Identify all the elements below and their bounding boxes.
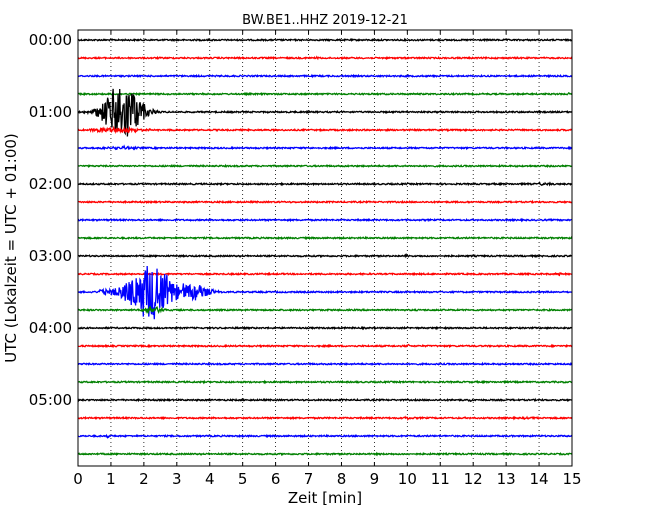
x-tick-label: 9 (370, 470, 380, 488)
y-tick-label: 01:00 (29, 103, 72, 121)
y-tick-label: 02:00 (29, 175, 72, 193)
x-tick-label: 7 (304, 470, 314, 488)
trace-line (77, 415, 573, 421)
x-tick-label: 15 (562, 470, 581, 488)
y-tick-label: 00:00 (29, 31, 72, 49)
trace-lines (77, 37, 573, 457)
trace-line (77, 252, 573, 259)
grid-lines (110, 30, 540, 466)
trace-line (77, 125, 573, 135)
trace-line (77, 144, 573, 151)
trace-line (77, 361, 573, 367)
y-axis-label: UTC (Lokalzeit = UTC + 01:00) (2, 133, 20, 363)
trace-line (77, 235, 573, 241)
x-tick-label: 2 (139, 470, 149, 488)
y-tick-label: 05:00 (29, 391, 72, 409)
trace-line (77, 397, 573, 403)
x-tick-label: 14 (530, 470, 549, 488)
x-tick-label: 3 (172, 470, 182, 488)
trace-line (77, 271, 573, 277)
trace-line (77, 37, 573, 43)
trace-line (77, 265, 573, 320)
axis-ticks: 0 1 2 3 4 5 6 7 8 9 10 11 12 13 14 1500:0001:0002:0003:… (29, 30, 582, 488)
trace-line (77, 343, 573, 349)
x-tick-label: 8 (337, 470, 347, 488)
trace-line (77, 163, 573, 169)
trace-line (77, 305, 573, 315)
x-tick-label: 5 (238, 470, 248, 488)
x-tick-label: 10 (398, 470, 417, 488)
y-tick-label: 03:00 (29, 247, 72, 265)
y-tick-label: 04:00 (29, 319, 72, 337)
trace-line (77, 73, 573, 79)
trace-line (77, 88, 573, 137)
x-tick-label: 0 (73, 470, 83, 488)
x-tick-label: 12 (464, 470, 483, 488)
plot-frame (77, 29, 573, 467)
x-tick-label: 4 (205, 470, 215, 488)
trace-line (77, 379, 573, 385)
x-axis-label: Zeit [min] (288, 489, 362, 507)
trace-line (77, 55, 573, 61)
x-tick-label: 13 (497, 470, 516, 488)
trace-line (77, 325, 573, 331)
trace-line (77, 199, 573, 205)
trace-line (77, 451, 573, 457)
x-tick-label: 1 (106, 470, 116, 488)
trace-line (77, 91, 573, 97)
trace-line (77, 433, 573, 439)
x-tick-label: 11 (431, 470, 450, 488)
chart-title: BW.BE1..HHZ 2019-12-21 (242, 13, 408, 28)
trace-line (77, 217, 573, 223)
trace-line (77, 181, 573, 187)
x-tick-label: 6 (271, 470, 281, 488)
